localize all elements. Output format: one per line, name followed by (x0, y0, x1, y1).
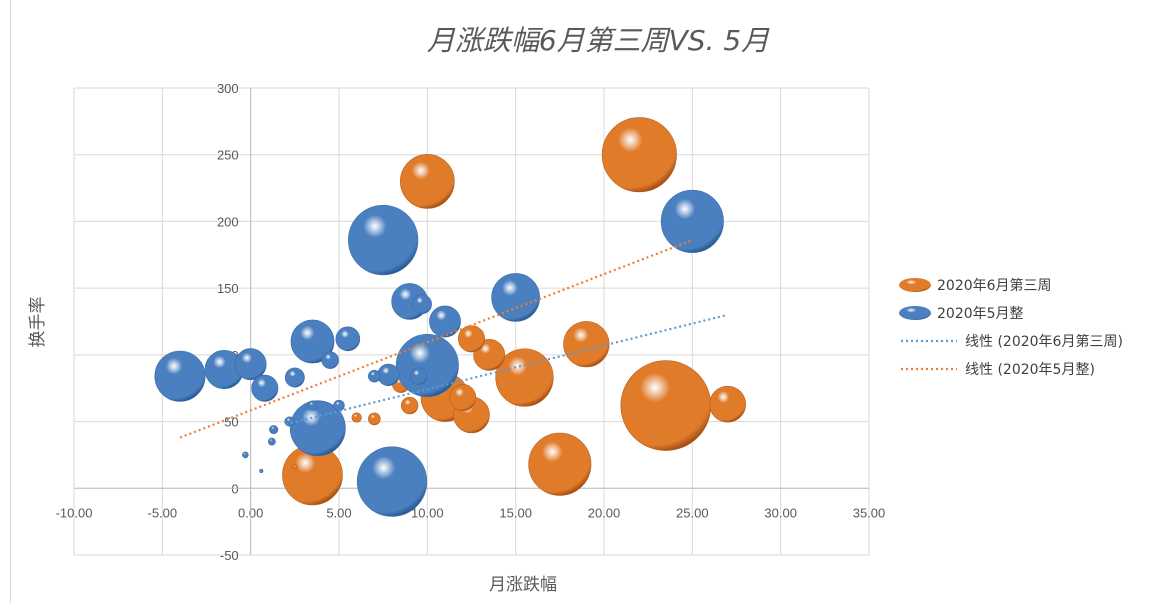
bubble-may (368, 369, 381, 383)
bubble-may (267, 437, 276, 446)
trendline-june-week3 (285, 313, 728, 426)
y-tick-label: 200 (217, 214, 239, 229)
bubble-may (242, 451, 249, 459)
x-tick-label: -10.00 (56, 505, 93, 520)
x-tick-label: -5.00 (148, 505, 178, 520)
bubble-may (251, 374, 279, 402)
trendline-may (179, 239, 693, 439)
x-tick-label: 20.00 (588, 505, 621, 520)
y-tick-label: 150 (217, 281, 239, 296)
legend-swatch (899, 278, 931, 292)
bubble-june-week3 (563, 321, 610, 368)
bubble-may (356, 446, 428, 517)
bubble-june-week3 (601, 117, 677, 193)
legend-label: 2020年6月第三周 (937, 277, 1052, 294)
bubble-june-week3 (528, 432, 592, 496)
x-tick-label: 15.00 (499, 505, 532, 520)
legend-label: 线性 (2020年5月整) (965, 362, 1095, 378)
bubble-chart: -10.00 -5.00 0.00 5.00 10.00 15.00 20.00 25.00 3… (28, 24, 1123, 595)
y-tick-label: 300 (217, 81, 239, 96)
x-tick-label: 10.00 (411, 505, 444, 520)
chart-title: 月涨跌幅6月第三周VS. 5月 (427, 24, 770, 57)
legend-label: 2020年5月整 (937, 306, 1024, 322)
y-tick-label: 250 (217, 148, 239, 163)
y-tick-label: -50 (220, 548, 239, 563)
bubble-june-week3 (400, 154, 455, 209)
grid-lines (73, 87, 870, 556)
bubble-may (335, 326, 361, 352)
bubble-may (412, 294, 432, 315)
bubble-june-week3 (292, 464, 298, 470)
x-tick-label: 25.00 (676, 505, 709, 520)
x-axis-label: 月涨跌幅 (489, 575, 557, 595)
bubble-may (409, 367, 428, 385)
bubble-june-week3 (400, 396, 419, 415)
bubble-june-week3 (709, 385, 746, 423)
bubble-may (660, 189, 724, 253)
y-axis-label: 换手率 (28, 297, 48, 348)
bubble-june-week3 (351, 412, 362, 423)
bubble-may (377, 363, 400, 386)
bubble-may (284, 367, 305, 388)
bubble-june-week3 (457, 325, 485, 353)
bubble-may (395, 334, 459, 398)
bubble-may (348, 205, 419, 276)
bubble-june-week3 (368, 412, 381, 426)
x-tick-label: 5.00 (326, 505, 351, 520)
bubble-may (429, 305, 461, 338)
legend-label: 线性 (2020年6月第三周) (965, 333, 1123, 350)
bubble-may (289, 400, 346, 457)
bubble-may (154, 350, 206, 402)
axes: -10.00 -5.00 0.00 5.00 10.00 15.00 20.00 25.00 3… (56, 81, 886, 563)
bubble-may (269, 425, 279, 435)
trendlines (179, 239, 728, 439)
bubble-may (321, 351, 339, 369)
bubble-june-week3 (620, 360, 712, 451)
x-tick-label: 35.00 (853, 505, 886, 520)
bubble-may (491, 273, 540, 322)
x-tick-label: 30.00 (764, 505, 797, 520)
bubble-june-week3 (495, 348, 554, 407)
bubble-may (307, 400, 318, 411)
chart-frame: -10.00 -5.00 0.00 5.00 10.00 15.00 20.00 25.00 3… (10, 0, 1160, 603)
legend-swatch (899, 306, 931, 320)
bubble-may (234, 348, 267, 381)
bubble-may (290, 319, 335, 364)
bubble-may (333, 399, 345, 412)
plot-area (154, 117, 746, 517)
bubble-june-week3 (449, 384, 477, 412)
bubble-may (259, 468, 264, 474)
